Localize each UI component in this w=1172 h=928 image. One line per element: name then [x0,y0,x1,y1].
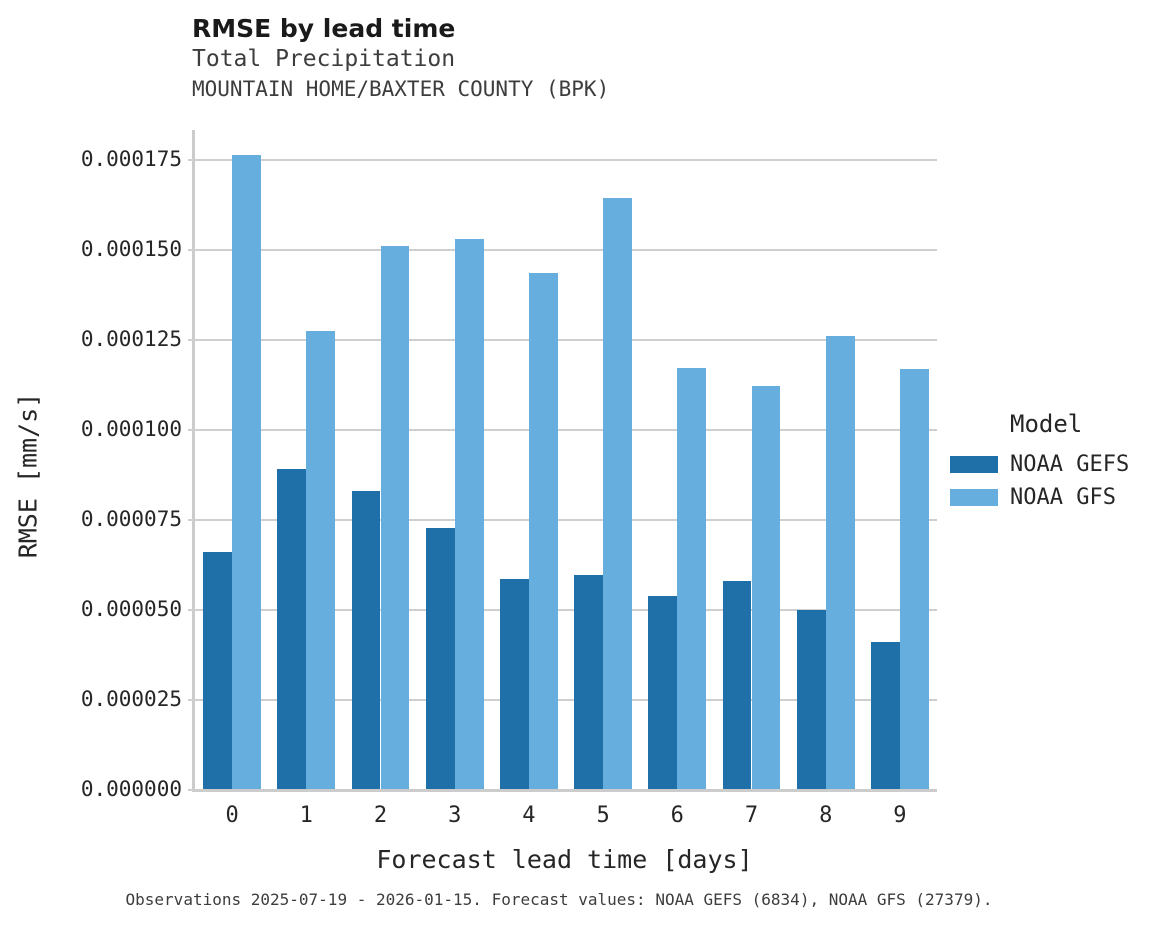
y-tick-label: 0.000125 [80,326,182,351]
bar-noaa-gfs-lead-1[interactable] [306,330,336,789]
y-tick-mark [188,518,195,521]
bar-noaa-gefs-lead-5[interactable] [574,575,604,789]
gridline [195,338,937,341]
x-tick-label: 8 [819,803,833,828]
bar-noaa-gefs-lead-6[interactable] [648,595,678,789]
bar-noaa-gfs-lead-2[interactable] [380,245,410,789]
x-tick-label: 3 [448,803,462,828]
y-tick-mark [188,789,195,791]
bar-noaa-gfs-lead-4[interactable] [528,272,558,789]
legend-item-gfs[interactable]: NOAA GFS [950,481,1129,514]
legend-swatch-gefs [950,456,998,473]
y-axis-title: RMSE [mm/s] [13,392,43,559]
bar-noaa-gefs-lead-3[interactable] [425,528,455,789]
gridline [195,428,937,431]
y-tick-mark [188,428,195,431]
y-tick-label: 0.000075 [80,506,182,531]
legend-item-gefs[interactable]: NOAA GEFS [950,448,1129,481]
y-tick-mark [188,158,195,161]
y-tick-mark [188,248,195,251]
page-title: RMSE by lead time [192,14,456,43]
y-tick-label: 0.000175 [80,146,182,171]
bar-noaa-gfs-lead-5[interactable] [603,198,633,789]
bar-noaa-gefs-lead-7[interactable] [722,580,752,789]
gridline [195,158,937,161]
x-tick-label: 5 [596,803,610,828]
legend-title: Model [1010,410,1083,438]
title-block: RMSE by lead time Total Precipitation MO… [192,14,1012,104]
bar-noaa-gefs-lead-9[interactable] [870,642,900,789]
legend: Model NOAA GEFS NOAA GFS [950,410,1129,514]
gridline [195,608,937,611]
bar-noaa-gfs-lead-9[interactable] [899,369,929,789]
y-tick-label: 0.000100 [80,416,182,441]
plot-area: 0.000000 0.000025 0.000050 0.000075 0.000100… [81,130,937,828]
x-tick-label: 6 [670,803,684,828]
bar-noaa-gefs-lead-2[interactable] [351,490,381,789]
y-tick-mark [188,608,195,611]
y-tick-label: 0.000025 [80,686,182,711]
x-tick-label: 4 [522,803,536,828]
legend-label-gfs: NOAA GFS [1010,485,1116,510]
chart-station-label: MOUNTAIN HOME/BAXTER COUNTY (BPK) [192,77,610,101]
bar-noaa-gefs-lead-0[interactable] [203,552,233,789]
y-tick-mark [188,338,195,341]
bar-noaa-gefs-lead-8[interactable] [796,610,826,789]
x-tick-label: 0 [225,803,239,828]
bar-noaa-gfs-lead-3[interactable] [454,239,484,789]
x-tick-label: 2 [373,803,388,828]
gridline [195,698,937,701]
gridline [195,248,937,251]
bar-noaa-gfs-lead-0[interactable] [232,154,262,789]
x-tick-label: 9 [893,803,907,828]
y-tick-label: 0.000150 [80,236,182,261]
legend-swatch-gfs [950,489,998,506]
bar-noaa-gefs-lead-4[interactable] [499,579,529,789]
x-axis-title: Forecast lead time [days] [376,845,753,874]
bar-noaa-gefs-lead-1[interactable] [277,469,307,789]
legend-label-gefs: NOAA GEFS [1010,452,1130,477]
bar-noaa-gfs-lead-8[interactable] [825,336,855,789]
x-tick-label: 1 [299,803,313,828]
x-tick-label: 7 [744,803,759,828]
bar-noaa-gfs-lead-7[interactable] [751,386,781,789]
chart-subtitle: Total Precipitation [192,46,456,72]
y-tick-mark [188,698,195,701]
figure-caption: Observations 2025-07-19 - 2026-01-15. Fo… [125,890,993,909]
gridline [195,518,937,521]
y-tick-label: 0.000000 [80,777,182,801]
y-tick-label: 0.000050 [80,596,182,621]
bar-noaa-gfs-lead-6[interactable] [677,368,707,789]
